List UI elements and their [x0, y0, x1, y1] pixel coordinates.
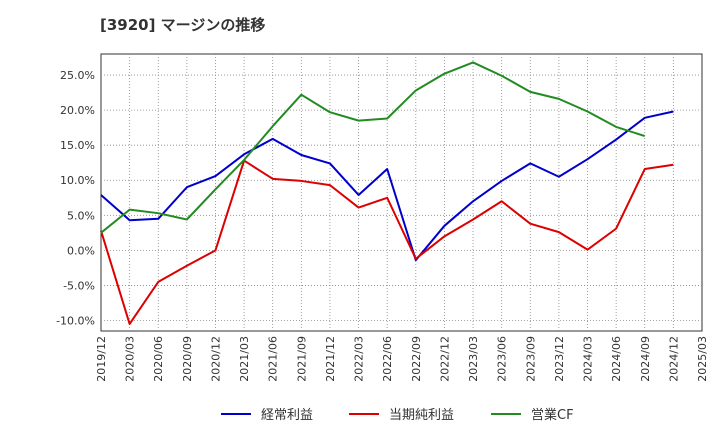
- plot-area: [100, 53, 703, 332]
- x-tick-label: 2021/06: [267, 336, 280, 382]
- x-tick-label: 2025/03: [696, 336, 709, 382]
- y-axis-ticks: 25.0% 20.0% 15.0% 10.0% 5.0% 0.0% -5.0% -10.0%: [56, 69, 95, 327]
- y-tick-label: -5.0%: [63, 279, 95, 292]
- x-tick-label: 2019/12: [95, 336, 108, 382]
- x-tick-label: 2024/09: [639, 336, 652, 382]
- series-lines: [100, 61, 674, 325]
- x-tick-label: 2024/06: [610, 336, 623, 382]
- x-tick-label: 2022/12: [438, 336, 451, 382]
- x-axis-ticks: 2019/12 2020/03 2020/06 2020/09 2020/12 2021/…: [95, 336, 709, 382]
- x-tick-label: 2022/09: [410, 336, 423, 382]
- x-tick-label: 2022/03: [353, 336, 366, 382]
- x-tick-label: 2021/12: [324, 336, 337, 382]
- x-tick-label: 2023/03: [467, 336, 480, 382]
- legend-label-1: 当期純利益: [389, 408, 454, 423]
- y-tick-label: 10.0%: [60, 174, 95, 187]
- y-tick-label: 25.0%: [60, 69, 95, 82]
- y-tick-label: 20.0%: [60, 104, 95, 117]
- series-line-0: [100, 110, 674, 262]
- x-tick-label: 2022/06: [381, 336, 394, 382]
- x-tick-label: 2020/12: [209, 336, 222, 382]
- legend-label-0: 経常利益: [261, 408, 313, 423]
- chart-title: [3920] マージンの推移: [100, 16, 265, 34]
- x-tick-label: 2023/12: [553, 336, 566, 382]
- x-tick-label: 2023/09: [524, 336, 537, 382]
- series-line-1: [100, 159, 674, 325]
- plot-frame: [100, 53, 703, 332]
- legend-label-2: 営業CF: [531, 407, 574, 423]
- x-tick-label: 2024/03: [582, 336, 595, 382]
- legend: 経常利益 当期純利益 営業CF: [221, 407, 574, 423]
- x-tick-label: 2024/12: [667, 336, 680, 382]
- y-tick-label: -10.0%: [56, 314, 95, 327]
- x-tick-label: 2021/09: [295, 336, 308, 382]
- y-tick-label: 5.0%: [67, 209, 95, 222]
- x-tick-label: 2020/03: [124, 336, 137, 382]
- series-line-2: [100, 61, 646, 234]
- x-tick-label: 2020/06: [152, 336, 165, 382]
- y-tick-label: 15.0%: [60, 139, 95, 152]
- x-tick-label: 2020/09: [181, 336, 194, 382]
- x-tick-label: 2021/03: [238, 336, 251, 382]
- y-tick-label: 0.0%: [67, 244, 95, 257]
- x-tick-label: 2023/06: [496, 336, 509, 382]
